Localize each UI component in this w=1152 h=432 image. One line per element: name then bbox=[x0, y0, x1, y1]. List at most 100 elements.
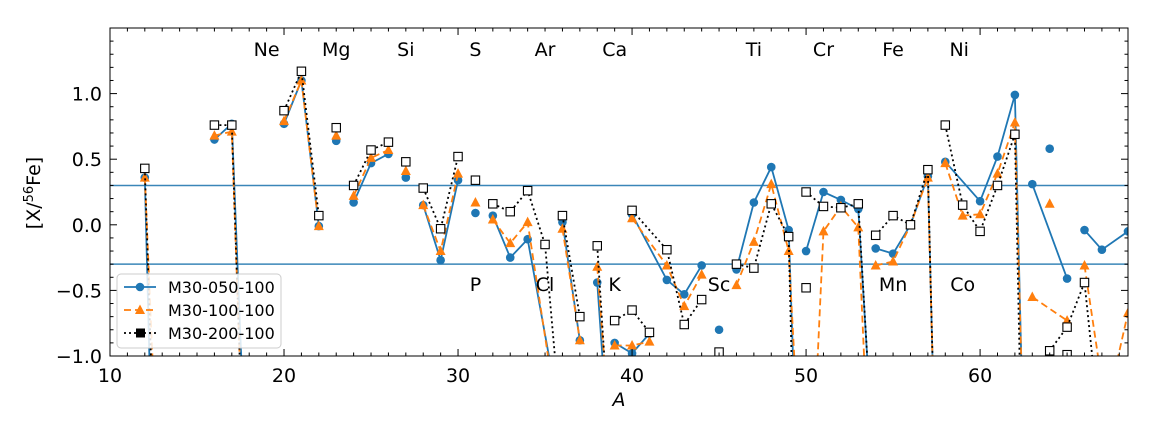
data-point bbox=[453, 168, 464, 178]
series-M30-200-100 bbox=[140, 66, 1094, 356]
data-point bbox=[818, 225, 829, 236]
data-point bbox=[662, 275, 672, 285]
plot-frame bbox=[109, 27, 1129, 357]
data-point bbox=[279, 115, 290, 126]
element-label-Fe: Fe bbox=[882, 39, 904, 61]
data-point bbox=[627, 340, 638, 350]
data-point bbox=[349, 198, 358, 207]
data-point bbox=[400, 165, 411, 176]
data-point bbox=[366, 145, 376, 155]
data-point bbox=[679, 319, 690, 330]
data-point bbox=[592, 261, 603, 271]
element-label-Ne: Ne bbox=[254, 39, 280, 61]
data-point bbox=[401, 157, 411, 167]
legend-entry: M30-050-100 bbox=[168, 278, 275, 297]
element-label-K: K bbox=[608, 274, 621, 296]
series-line bbox=[283, 67, 320, 216]
legend-marker bbox=[135, 282, 145, 292]
data-point bbox=[818, 201, 829, 212]
axis-ticks: 10 20 30 40 50 60 −1.0 −0.5 0.0 0.5 1.0 bbox=[56, 28, 1128, 387]
series-line bbox=[1031, 183, 1068, 279]
data-point bbox=[836, 195, 846, 205]
element-label-S: S bbox=[469, 39, 481, 61]
y-axis-title-main: [X/ bbox=[23, 202, 45, 229]
data-point bbox=[366, 152, 377, 162]
data-point bbox=[209, 130, 220, 140]
data-point bbox=[749, 198, 759, 207]
data-point bbox=[870, 259, 881, 270]
data-point bbox=[470, 196, 481, 207]
data-point bbox=[435, 245, 446, 256]
data-point bbox=[801, 187, 811, 197]
data-point bbox=[505, 237, 516, 248]
series-line bbox=[1083, 229, 1128, 251]
data-point bbox=[679, 290, 689, 299]
series-line bbox=[1031, 296, 1068, 322]
data-point bbox=[1097, 245, 1107, 255]
data-point bbox=[975, 196, 985, 206]
series-line bbox=[561, 215, 581, 317]
data-point bbox=[592, 278, 602, 287]
data-point bbox=[957, 200, 968, 210]
data-point bbox=[453, 151, 463, 162]
y-tick-label: −0.5 bbox=[56, 280, 102, 302]
data-point bbox=[748, 236, 759, 246]
data-point bbox=[435, 223, 446, 234]
series-layer bbox=[139, 66, 1128, 356]
data-point bbox=[505, 253, 515, 262]
series-line bbox=[352, 149, 389, 197]
data-point bbox=[661, 259, 672, 270]
data-point bbox=[836, 202, 846, 213]
element-label-Cl: Cl bbox=[536, 274, 555, 296]
data-point bbox=[383, 144, 394, 155]
data-point bbox=[453, 175, 463, 185]
data-point bbox=[714, 325, 724, 335]
data-point bbox=[296, 66, 307, 77]
data-point bbox=[627, 205, 637, 216]
data-point bbox=[227, 120, 237, 130]
data-point bbox=[992, 168, 1003, 178]
data-point bbox=[1062, 274, 1072, 283]
data-point bbox=[1123, 227, 1128, 236]
data-point bbox=[279, 105, 289, 116]
data-point bbox=[783, 231, 794, 242]
data-point bbox=[418, 199, 429, 210]
data-point bbox=[696, 294, 707, 305]
data-point bbox=[1010, 129, 1020, 140]
data-point bbox=[766, 162, 776, 172]
legend-marker bbox=[136, 328, 145, 338]
y-tick-label: −1.0 bbox=[56, 346, 102, 368]
data-point bbox=[1079, 277, 1090, 288]
legend-entry: M30-200-100 bbox=[168, 324, 275, 343]
data-point bbox=[1027, 179, 1037, 189]
data-point bbox=[609, 340, 620, 350]
data-point bbox=[766, 178, 777, 189]
data-point bbox=[139, 172, 150, 182]
series-line bbox=[561, 228, 581, 341]
element-label-Cr: Cr bbox=[813, 39, 834, 61]
data-point bbox=[505, 206, 515, 217]
data-point bbox=[314, 210, 324, 221]
y-tick-label: 1.0 bbox=[72, 84, 102, 106]
data-point bbox=[209, 120, 220, 130]
data-point bbox=[766, 199, 777, 209]
series-line bbox=[596, 266, 605, 356]
x-tick-label: 50 bbox=[794, 365, 818, 387]
data-point bbox=[714, 347, 724, 356]
data-point bbox=[871, 244, 880, 253]
data-point bbox=[418, 183, 428, 193]
data-point bbox=[488, 199, 498, 209]
data-point bbox=[923, 164, 933, 175]
data-point bbox=[992, 180, 1003, 191]
data-point bbox=[313, 220, 324, 231]
x-tick-label: 40 bbox=[620, 365, 644, 387]
data-point bbox=[1045, 144, 1054, 154]
data-point bbox=[522, 185, 533, 196]
data-point bbox=[731, 279, 742, 290]
data-point bbox=[1123, 307, 1128, 317]
data-point bbox=[644, 336, 655, 346]
series-line bbox=[283, 77, 320, 227]
legend-box bbox=[116, 273, 282, 349]
data-point bbox=[905, 220, 916, 230]
